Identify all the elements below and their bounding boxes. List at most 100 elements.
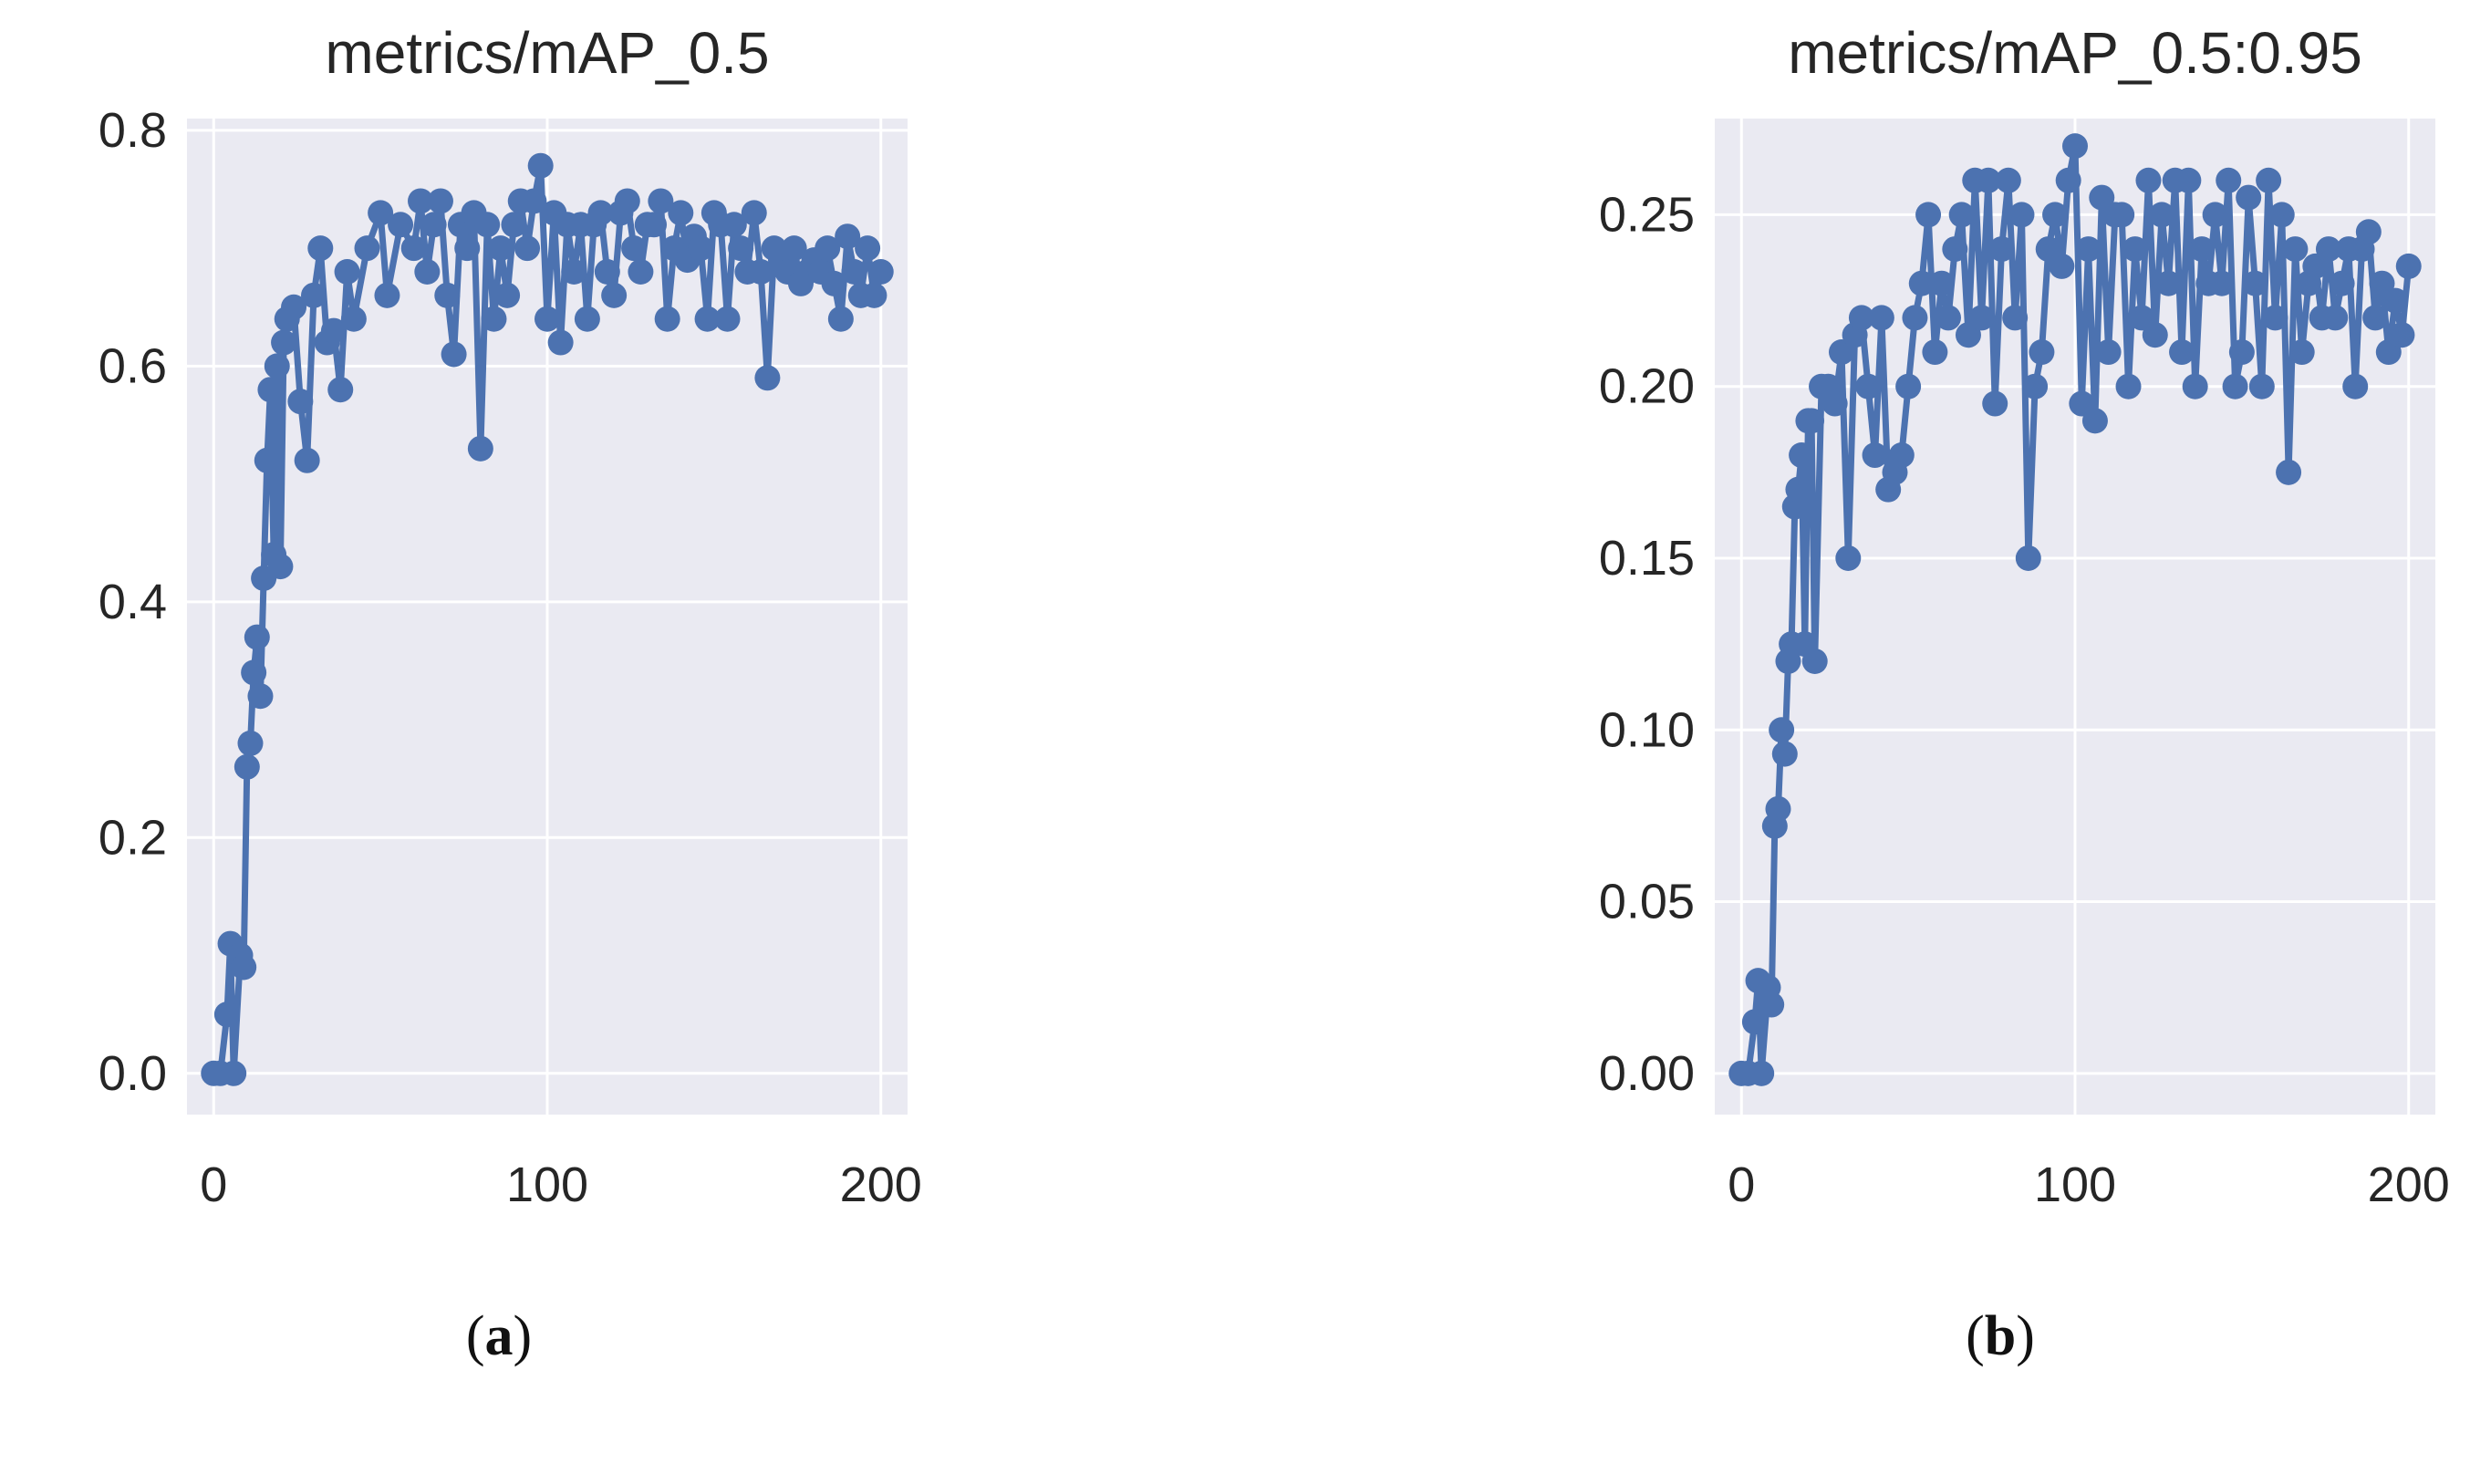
chart-a-ytick-label: 0.8	[99, 103, 167, 158]
chart-b-data-point	[2389, 322, 2415, 348]
chart-a-data-point	[835, 223, 861, 250]
chart-b-data-point	[2008, 202, 2035, 228]
chart-b-data-point	[2282, 236, 2309, 263]
chart-a-data-point	[234, 753, 260, 780]
chart-b-data-point	[2315, 236, 2341, 263]
chart-a-data-point	[855, 235, 881, 262]
chart-a-data-point	[374, 282, 400, 308]
caption-a: (a)	[465, 1305, 533, 1367]
chart-b-data-point	[2248, 373, 2275, 400]
chart-b-data-point	[2109, 202, 2135, 228]
chart-b-data-point	[2089, 184, 2115, 211]
chart-a-data-point	[574, 306, 600, 332]
chart-a-data-point	[474, 212, 501, 238]
chart-a-data-point	[267, 554, 294, 580]
chart-b-data-point	[1922, 339, 1948, 366]
chart-a-data-point	[320, 317, 347, 344]
chart-b-data-point	[2329, 270, 2355, 296]
chart-a-data-point	[408, 188, 434, 214]
chart-a-data-point	[368, 200, 394, 226]
chart-a-data-point	[454, 235, 481, 262]
chart-a-data-point	[534, 306, 560, 332]
chart-b-data-point	[2035, 236, 2061, 263]
chart-a-data-point	[294, 447, 320, 473]
chart-b-data-point	[1862, 442, 1888, 469]
chart-b-data-point	[1801, 648, 1828, 674]
chart-a-xtick-label: 200	[840, 1157, 922, 1212]
chart-a-data-point	[748, 259, 774, 285]
chart-b-data-point	[2262, 305, 2288, 331]
chart-a-data-point	[231, 954, 257, 981]
chart-b-data-point	[2075, 236, 2102, 263]
chart-b-data-point	[1942, 236, 1968, 263]
chart-b-data-point	[2175, 167, 2202, 193]
chart-a-data-point	[594, 259, 620, 285]
chart-a-data-point	[614, 188, 640, 214]
chart-a-data-point	[714, 306, 741, 332]
chart-a-data-point	[271, 329, 297, 356]
chart-a-data-point	[241, 659, 267, 686]
chart-b-data-point	[1799, 408, 1825, 434]
chart-a-data-point	[821, 270, 847, 296]
chart-a-data-point	[257, 377, 284, 403]
chart-a-data-point	[467, 435, 493, 462]
chart-b-data-point	[1741, 1009, 1768, 1035]
chart-a-data-point	[501, 212, 527, 238]
chart-b-data-point	[2015, 545, 2041, 571]
chart-b-data-point	[1835, 545, 1862, 571]
chart-b-title: metrics/mAP_0.5:0.95	[1788, 20, 2362, 86]
chart-b-data-point	[2382, 287, 2409, 314]
chart-a-data-point	[487, 235, 514, 262]
chart-a-data-point	[547, 329, 574, 356]
chart-a-data-point	[327, 377, 354, 403]
chart-b-data-point	[2029, 339, 2055, 366]
chart-b-data-point	[2182, 373, 2208, 400]
chart-b-data-point	[2208, 270, 2235, 296]
chart-a-data-point	[481, 306, 507, 332]
chart-b-data-point	[2115, 373, 2142, 400]
chart-b-data-point	[1988, 236, 2015, 263]
chart-b-data-point	[1759, 991, 1785, 1018]
chart-b-data-point	[1789, 442, 1815, 469]
chart-b-data-point	[1915, 202, 1942, 228]
chart-b-data-point	[2369, 270, 2395, 296]
chart-a-data-point	[287, 389, 314, 415]
chart-b-data-point	[2222, 373, 2248, 400]
chart-a-data-point	[521, 188, 547, 214]
chart-b-data-point	[1765, 795, 1791, 822]
chart-a-data-point	[427, 188, 453, 214]
chart-a-data-point	[587, 200, 614, 226]
chart-a-data-point	[668, 200, 694, 226]
chart-b-ytick-label: 0.25	[1599, 187, 1695, 242]
chart-b-data-point	[1928, 270, 1955, 296]
chart-b-data-point	[1908, 270, 1935, 296]
chart-b-data-point	[1855, 373, 1882, 400]
chart-b-data-point	[2375, 339, 2402, 366]
chart-b-data-point	[1948, 202, 1975, 228]
chart-b-data-point	[1848, 305, 1874, 331]
chart-b-data-point	[2081, 408, 2108, 434]
caption-b-letter: b	[1984, 1305, 2017, 1367]
chart-b-data-point	[1975, 167, 2001, 193]
chart-b-data-point	[1769, 717, 1795, 743]
chart-b-data-point	[2342, 373, 2369, 400]
chart-a-data-point	[754, 365, 781, 391]
chart-b-data-point	[1968, 305, 1995, 331]
caption-b: (b)	[1966, 1305, 2035, 1367]
chart-b-data-point	[2242, 270, 2268, 296]
chart-b-data-point	[2256, 167, 2282, 193]
chart-a-data-point	[494, 282, 521, 308]
chart-a-data-point	[420, 212, 447, 238]
chart-b-data-point	[2022, 373, 2049, 400]
chart-b-data-point	[2236, 184, 2262, 211]
chart-b-data-point	[1888, 442, 1915, 469]
chart-b-data-point	[2149, 202, 2175, 228]
chart-b-data-point	[2062, 133, 2088, 160]
chart-b-data-point	[2355, 219, 2382, 245]
chart-a-data-point	[414, 259, 441, 285]
chart-a-ytick-label: 0.0	[99, 1046, 167, 1101]
chart-b-data-point	[2188, 236, 2215, 263]
chart-b-data-point	[2155, 270, 2182, 296]
chart-a-data-point	[221, 1060, 247, 1086]
chart-a-data-point	[867, 259, 894, 285]
